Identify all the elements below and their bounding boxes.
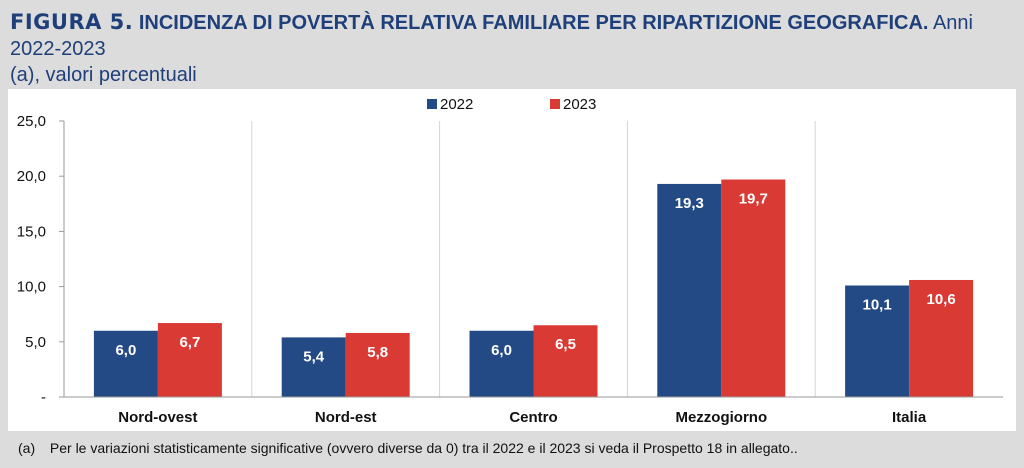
y-tick-label: 20,0 bbox=[17, 168, 46, 185]
footnote: (a) Per le variazioni statisticamente si… bbox=[18, 440, 798, 456]
legend-label: 2023 bbox=[563, 96, 596, 113]
legend-swatch-2023 bbox=[550, 99, 560, 109]
title-years: Anni 2022-2023 bbox=[10, 12, 973, 60]
data-label: 19,7 bbox=[739, 191, 768, 208]
x-tick-label: Nord-ovest bbox=[118, 409, 197, 426]
data-label: 10,1 bbox=[862, 296, 891, 313]
data-label: 6,0 bbox=[115, 342, 136, 359]
bar-2022 bbox=[469, 330, 534, 397]
bar-2023 bbox=[345, 332, 410, 397]
x-tick-label: Mezzogiorno bbox=[675, 409, 767, 426]
y-tick-label: 10,0 bbox=[17, 279, 46, 296]
bar-2022 bbox=[93, 330, 158, 397]
data-label: 6,7 bbox=[179, 334, 200, 351]
title-main: INCIDENZA DI POVERTÀ RELATIVA FAMILIARE … bbox=[138, 12, 929, 34]
bar-2023 bbox=[721, 179, 786, 397]
footnote-text: Per le variazioni statisticamente signif… bbox=[49, 440, 798, 456]
bar-2022 bbox=[281, 337, 346, 397]
chart-title: FIGURA 5. INCIDENZA DI POVERTÀ RELATIVA … bbox=[10, 9, 1020, 88]
footnote-mark: (a) bbox=[18, 440, 36, 456]
bar-2022 bbox=[845, 285, 910, 397]
x-tick-label: Italia bbox=[892, 409, 927, 426]
legend-swatch-2022 bbox=[427, 99, 437, 109]
legend-label: 2022 bbox=[440, 96, 473, 113]
data-label: 19,3 bbox=[675, 195, 704, 212]
x-tick-label: Centro bbox=[509, 409, 557, 426]
data-label: 6,5 bbox=[555, 336, 576, 353]
data-label: 5,8 bbox=[367, 344, 388, 361]
y-tick-label: - bbox=[41, 389, 46, 406]
data-label: 5,4 bbox=[303, 348, 325, 365]
bar-2023 bbox=[157, 323, 222, 397]
y-tick-label: 15,0 bbox=[17, 223, 46, 240]
bar-2022 bbox=[657, 183, 722, 397]
title-units: (a), valori percentuali bbox=[10, 64, 197, 86]
x-tick-label: Nord-est bbox=[315, 409, 377, 426]
bar-2023 bbox=[909, 279, 974, 397]
data-label: 6,0 bbox=[491, 342, 512, 359]
y-tick-label: 25,0 bbox=[17, 113, 46, 130]
data-label: 10,6 bbox=[926, 291, 955, 308]
bar-chart: 6,0 6,7 5,4 5,8 6,0 6,5 19,3 19,7 10,1 10,6 - 5,0 1… bbox=[8, 89, 1016, 431]
y-tick-label: 5,0 bbox=[25, 334, 46, 351]
figure-label: FIGURA 5. bbox=[10, 10, 134, 34]
bar-2023 bbox=[533, 325, 598, 397]
